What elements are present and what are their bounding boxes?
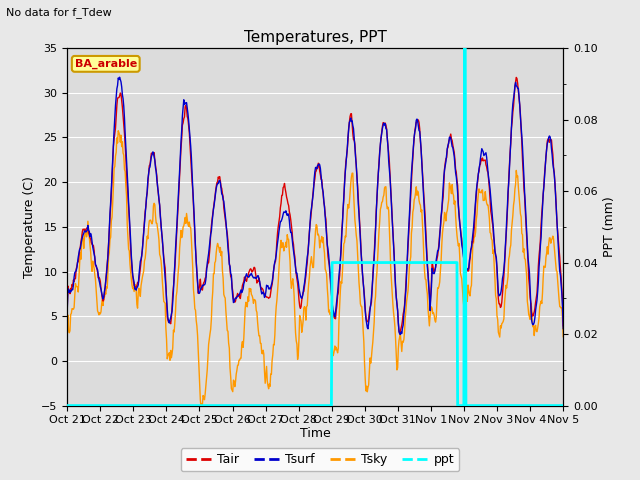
Y-axis label: Temperature (C): Temperature (C) xyxy=(22,176,36,278)
Y-axis label: PPT (mm): PPT (mm) xyxy=(604,196,616,257)
Legend: Tair, Tsurf, Tsky, ppt: Tair, Tsurf, Tsky, ppt xyxy=(180,448,460,471)
X-axis label: Time: Time xyxy=(300,427,331,440)
Text: BA_arable: BA_arable xyxy=(75,59,137,69)
Title: Temperatures, PPT: Temperatures, PPT xyxy=(244,30,387,46)
Text: No data for f_Tdew: No data for f_Tdew xyxy=(6,7,112,18)
